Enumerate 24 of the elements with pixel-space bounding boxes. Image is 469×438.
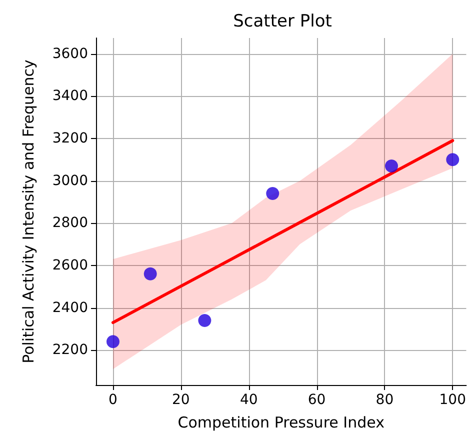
x-tick-label: 20	[172, 392, 190, 408]
y-tick-label: 2800	[52, 215, 88, 232]
y-tick-label: 3400	[52, 88, 88, 104]
point	[144, 267, 157, 280]
point	[385, 160, 398, 173]
x-axis-title: Competition Pressure Index	[178, 414, 385, 432]
y-tick-label: 2200	[52, 342, 88, 358]
point	[266, 187, 280, 200]
y-tick-label: 2600	[52, 257, 88, 274]
x-tick-label: 60	[308, 392, 326, 408]
y-tick-label: 3000	[52, 172, 88, 189]
x-tick-label: 100	[439, 392, 466, 408]
point	[446, 153, 460, 166]
point	[198, 314, 212, 327]
x-tick-label: 0	[108, 392, 118, 408]
x-tick-label: 40	[240, 392, 258, 408]
y-tick-label: 3600	[52, 46, 88, 62]
chart-title: Scatter Plot	[233, 12, 332, 32]
point	[106, 335, 120, 348]
y-tick-label: 2400	[52, 300, 88, 316]
line-series	[111, 139, 454, 324]
y-axis-title: Political Activity Intensity and Frequency	[20, 59, 38, 364]
y-tick-label: 3200	[52, 130, 88, 147]
x-tick-label: 80	[376, 392, 394, 408]
